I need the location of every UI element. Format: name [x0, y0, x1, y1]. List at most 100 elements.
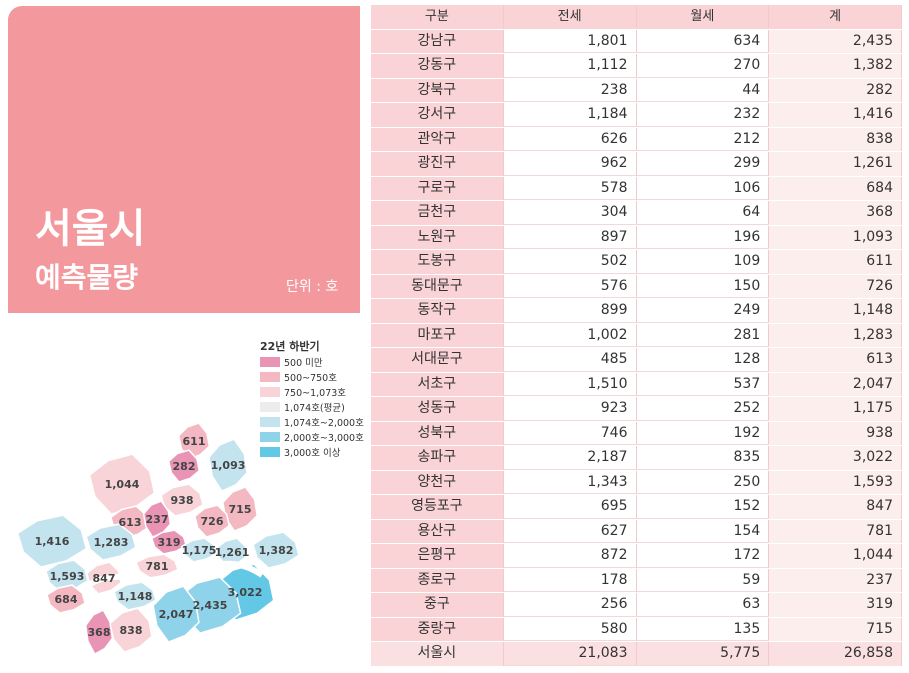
table-cell: 106 — [636, 176, 770, 200]
table-row: 관악구 626 212 838 — [371, 127, 902, 152]
table-cell: 281 — [636, 323, 770, 347]
map-label: 613 — [119, 516, 142, 529]
table-cell: 152 — [636, 495, 770, 519]
legend-swatch — [260, 402, 280, 412]
table-cell: 1,002 — [503, 323, 637, 347]
table-row: 중구 256 63 319 — [371, 593, 902, 618]
legend-label: 500 미만 — [284, 358, 323, 369]
table-cell: 강남구 — [371, 29, 504, 53]
table-cell: 중구 — [371, 593, 504, 617]
map-label: 715 — [229, 503, 252, 516]
table-cell: 64 — [636, 201, 770, 225]
table-cell: 26,858 — [769, 642, 902, 666]
table-cell: 715 — [769, 617, 902, 641]
table-cell: 150 — [636, 274, 770, 298]
map-label: 847 — [93, 572, 116, 585]
table-cell: 서초구 — [371, 372, 504, 396]
table-cell: 899 — [503, 299, 637, 323]
district — [193, 504, 231, 538]
table-cell: 537 — [636, 372, 770, 396]
table-cell: 1,184 — [503, 103, 637, 127]
table-cell: 237 — [769, 568, 902, 592]
table-cell: 중랑구 — [371, 617, 504, 641]
map-label: 1,416 — [35, 535, 70, 548]
table-cell: 2,047 — [769, 372, 902, 396]
map-label: 1,093 — [211, 459, 246, 472]
map-label: 368 — [88, 626, 111, 639]
table-row: 강서구 1,184 232 1,416 — [371, 103, 902, 128]
table-cell: 135 — [636, 617, 770, 641]
unit: 단위 : 호 — [286, 279, 339, 295]
map-label: 726 — [201, 515, 224, 528]
map-label: 1,175 — [182, 544, 217, 557]
table-cell: 178 — [503, 568, 637, 592]
table-cell: 684 — [769, 176, 902, 200]
map-label: 838 — [120, 624, 143, 637]
map-label: 1,044 — [105, 478, 140, 491]
district — [221, 486, 259, 533]
column-header: 전세 — [503, 5, 637, 29]
district — [160, 483, 204, 517]
table-cell: 강북구 — [371, 78, 504, 102]
table-cell: 872 — [503, 544, 637, 568]
table-cell: 성동구 — [371, 397, 504, 421]
map: 22년 하반기 500 미만 500~750호 750~1,073호 1,074호(평균… — [16, 339, 364, 656]
table-cell: 502 — [503, 250, 637, 274]
table-row: 광진구 962 299 1,261 — [371, 152, 902, 177]
table-cell: 1,261 — [769, 152, 902, 176]
table-cell: 1,283 — [769, 323, 902, 347]
district — [109, 607, 153, 653]
table-cell: 212 — [636, 127, 770, 151]
table-cell: 282 — [769, 78, 902, 102]
table-row: 강남구 1,801 634 2,435 — [371, 29, 902, 54]
table-row: 성북구 746 192 938 — [371, 421, 902, 446]
table-row: 서울시 21,083 5,775 26,858 — [371, 642, 902, 667]
table-cell: 695 — [503, 495, 637, 519]
table-row: 금천구 304 64 368 — [371, 201, 902, 226]
table-cell: 962 — [503, 152, 637, 176]
table-cell: 319 — [769, 593, 902, 617]
subtitle: 예측물량 — [35, 261, 139, 294]
table-cell: 5,775 — [636, 642, 770, 666]
map-label: 938 — [171, 494, 194, 507]
district — [208, 438, 248, 493]
table-cell: 252 — [636, 397, 770, 421]
district — [84, 609, 114, 656]
table-cell: 1,382 — [769, 54, 902, 78]
table-row: 송파구 2,187 835 3,022 — [371, 446, 902, 471]
table-cell: 구로구 — [371, 176, 504, 200]
table-row: 노원구 897 196 1,093 — [371, 225, 902, 250]
table-cell: 도봉구 — [371, 250, 504, 274]
table-cell: 611 — [769, 250, 902, 274]
table-cell: 109 — [636, 250, 770, 274]
map-label: 319 — [158, 536, 181, 549]
table-cell: 485 — [503, 348, 637, 372]
table-cell: 368 — [769, 201, 902, 225]
district — [46, 584, 86, 614]
table-cell: 관악구 — [371, 127, 504, 151]
district — [167, 449, 201, 483]
table-cell: 128 — [636, 348, 770, 372]
table-cell: 2,187 — [503, 446, 637, 470]
table-cell: 영등포구 — [371, 495, 504, 519]
legend-swatch — [260, 447, 280, 457]
district — [180, 537, 218, 563]
table-cell: 627 — [503, 519, 637, 543]
legend-swatch — [260, 372, 280, 382]
column-header: 계 — [769, 5, 902, 29]
header-row: 구분 전세 월세 계 — [371, 5, 902, 30]
legend-label: 1,074호~2,000호 — [284, 418, 364, 429]
map-label: 611 — [183, 435, 206, 448]
map-label: 237 — [146, 513, 169, 526]
table-cell: 835 — [636, 446, 770, 470]
district — [135, 553, 179, 579]
table-cell: 59 — [636, 568, 770, 592]
table-cell: 270 — [636, 54, 770, 78]
table-cell: 196 — [636, 225, 770, 249]
table-row: 은평구 872 172 1,044 — [371, 544, 902, 569]
legend-label: 1,074호(평균) — [284, 403, 345, 414]
table-cell: 256 — [503, 593, 637, 617]
map-label: 282 — [173, 460, 196, 473]
table-row: 용산구 627 154 781 — [371, 519, 902, 544]
legend-swatch — [260, 387, 280, 397]
